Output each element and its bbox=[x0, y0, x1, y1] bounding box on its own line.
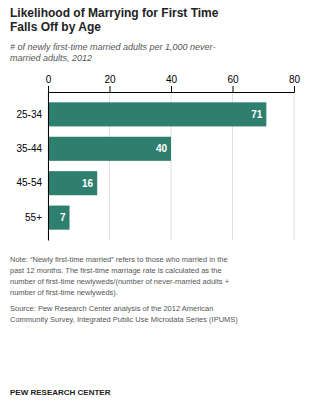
x-tick-mark bbox=[233, 86, 234, 92]
x-tick-label: 0 bbox=[46, 74, 52, 85]
y-tick-label: 35-44 bbox=[16, 143, 42, 154]
y-tick-label: 25-34 bbox=[16, 109, 42, 120]
x-tick-mark bbox=[110, 86, 111, 92]
x-tick-mark bbox=[294, 86, 295, 92]
x-tick: 80 bbox=[289, 74, 301, 92]
bar bbox=[48, 206, 70, 230]
data-label: 40 bbox=[156, 143, 168, 154]
title: Falls Off by Age bbox=[10, 20, 101, 34]
grid-line bbox=[48, 92, 49, 240]
y-axis: 25-34 35-44 45-54 55+ bbox=[16, 93, 48, 241]
x-tick-label: 20 bbox=[104, 74, 116, 85]
x-tick-label: 60 bbox=[227, 74, 239, 85]
data-label: 16 bbox=[82, 178, 94, 189]
x-tick: 20 bbox=[104, 74, 116, 92]
y-tick-label: 45-54 bbox=[16, 177, 42, 188]
grid bbox=[48, 92, 294, 240]
x-tick-mark bbox=[171, 86, 172, 92]
data-labels: 71 40 16 7 bbox=[60, 109, 263, 223]
y-tick: 25-34 bbox=[16, 109, 42, 120]
annotation: Community Survey, Integrated Public Use … bbox=[10, 315, 238, 324]
annotation: Source: Pew Research Center analysis of … bbox=[10, 304, 213, 313]
x-tick-mark bbox=[48, 86, 49, 92]
bar bbox=[48, 171, 97, 195]
y-tick: 35-44 bbox=[16, 143, 42, 154]
subtitle: married adults, 2012 bbox=[10, 53, 92, 63]
y-axis-line bbox=[48, 93, 49, 241]
annotation: number of first-time newlyweds/(number o… bbox=[10, 277, 230, 286]
bar bbox=[48, 102, 266, 126]
bars bbox=[48, 102, 266, 229]
x-tick: 60 bbox=[227, 74, 239, 92]
branding: PEW RESEARCH CENTER bbox=[10, 388, 111, 397]
x-tick-label: 40 bbox=[166, 74, 178, 85]
plot: 71 40 16 7 0 20 40 60 80 25-34 35-44 45-54 55+ bbox=[16, 74, 300, 241]
title: Likelihood of Marrying for First Time bbox=[10, 6, 219, 20]
y-tick: 55+ bbox=[25, 212, 42, 223]
chart-container: Likelihood of Marrying for First TimeFal… bbox=[0, 0, 310, 405]
y-tick: 45-54 bbox=[16, 177, 42, 188]
y-tick-label: 55+ bbox=[25, 212, 42, 223]
x-tick-label: 80 bbox=[289, 74, 301, 85]
bar bbox=[48, 137, 171, 161]
subtitle: # of newly first-time married adults per… bbox=[10, 42, 215, 52]
data-label: 71 bbox=[251, 109, 263, 120]
annotation: number of first-time newlyweds). bbox=[10, 288, 118, 297]
annotation: past 12 months. The first-time marriage … bbox=[10, 266, 222, 275]
x-axis: 0 20 40 60 80 bbox=[46, 74, 301, 93]
x-axis-line bbox=[49, 86, 295, 93]
x-tick: 0 bbox=[46, 74, 52, 92]
data-label: 7 bbox=[60, 212, 66, 223]
chart-svg: Likelihood of Marrying for First TimeFal… bbox=[0, 0, 310, 405]
annotation: Note: “Newly first-time married” refers … bbox=[10, 255, 228, 264]
x-tick: 40 bbox=[166, 74, 178, 92]
grid-line bbox=[294, 92, 295, 240]
